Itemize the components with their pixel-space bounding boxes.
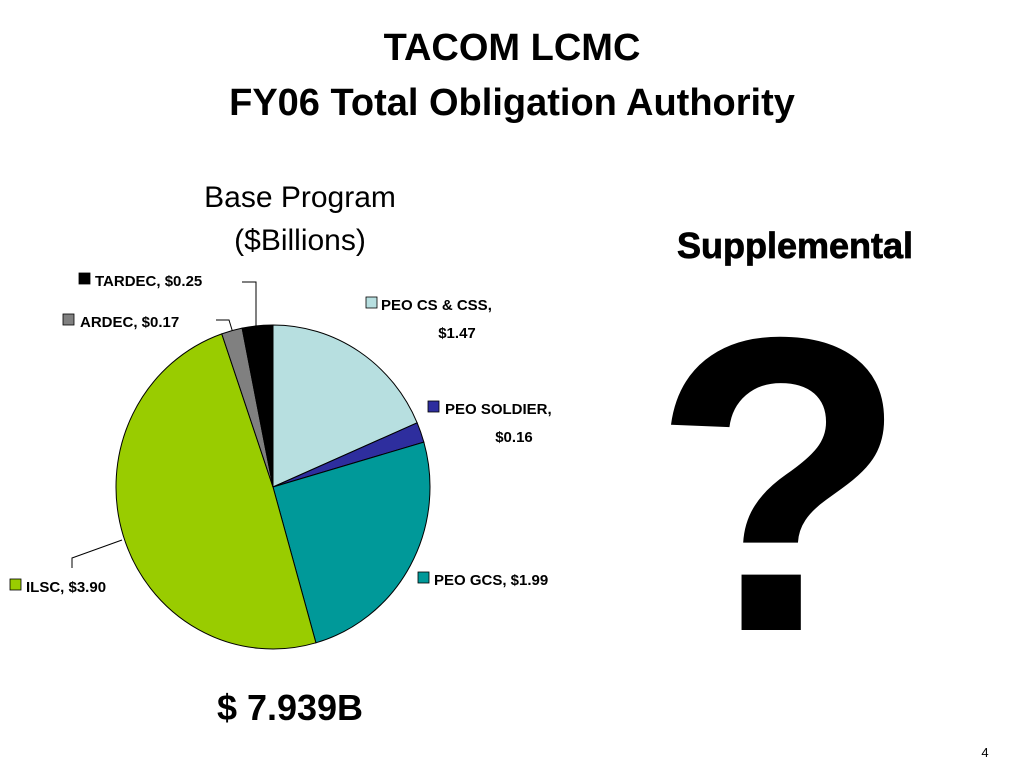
supplemental-heading: Supplemental (677, 225, 913, 266)
legend-key (9, 578, 22, 591)
leader-line (242, 281, 257, 326)
data-label-line: PEO CS & CSS, (381, 297, 492, 314)
legend-key (365, 296, 378, 309)
slide-title: TACOM LCMC (384, 27, 641, 69)
data-label-line: $0.16 (495, 429, 533, 446)
data-label: ILSC, $3.90 (26, 579, 106, 596)
pie-slice (272, 441, 431, 644)
legend-key (417, 571, 430, 584)
legend-key (427, 400, 440, 413)
data-label-line: $1.47 (438, 325, 476, 342)
leader-line (216, 319, 234, 334)
leader-lines (71, 281, 257, 568)
chart-title: ($Billions) (234, 224, 366, 257)
slide-title: FY06 Total Obligation Authority (229, 82, 795, 124)
data-label: PEO SOLDIER, $0.16 (445, 401, 552, 446)
data-label: PEO GCS, $1.99 (434, 572, 548, 589)
chart-title: Base Program (204, 181, 396, 214)
data-label: PEO CS & CSS, $1.47 (381, 297, 492, 342)
data-label: TARDEC, $0.25 (95, 273, 202, 290)
pie-slice (115, 333, 317, 650)
legend-key (78, 272, 91, 285)
pie-slice (241, 324, 274, 488)
legend-key (62, 313, 75, 326)
data-label: ARDEC, $0.17 (80, 314, 179, 331)
pie-slice (272, 324, 418, 488)
total: $ 7.939B (217, 687, 363, 728)
question-mark: ? (652, 251, 909, 720)
data-label-line: PEO SOLDIER, (445, 401, 552, 418)
leader-line (71, 539, 123, 568)
page-number: 4 (981, 745, 988, 760)
